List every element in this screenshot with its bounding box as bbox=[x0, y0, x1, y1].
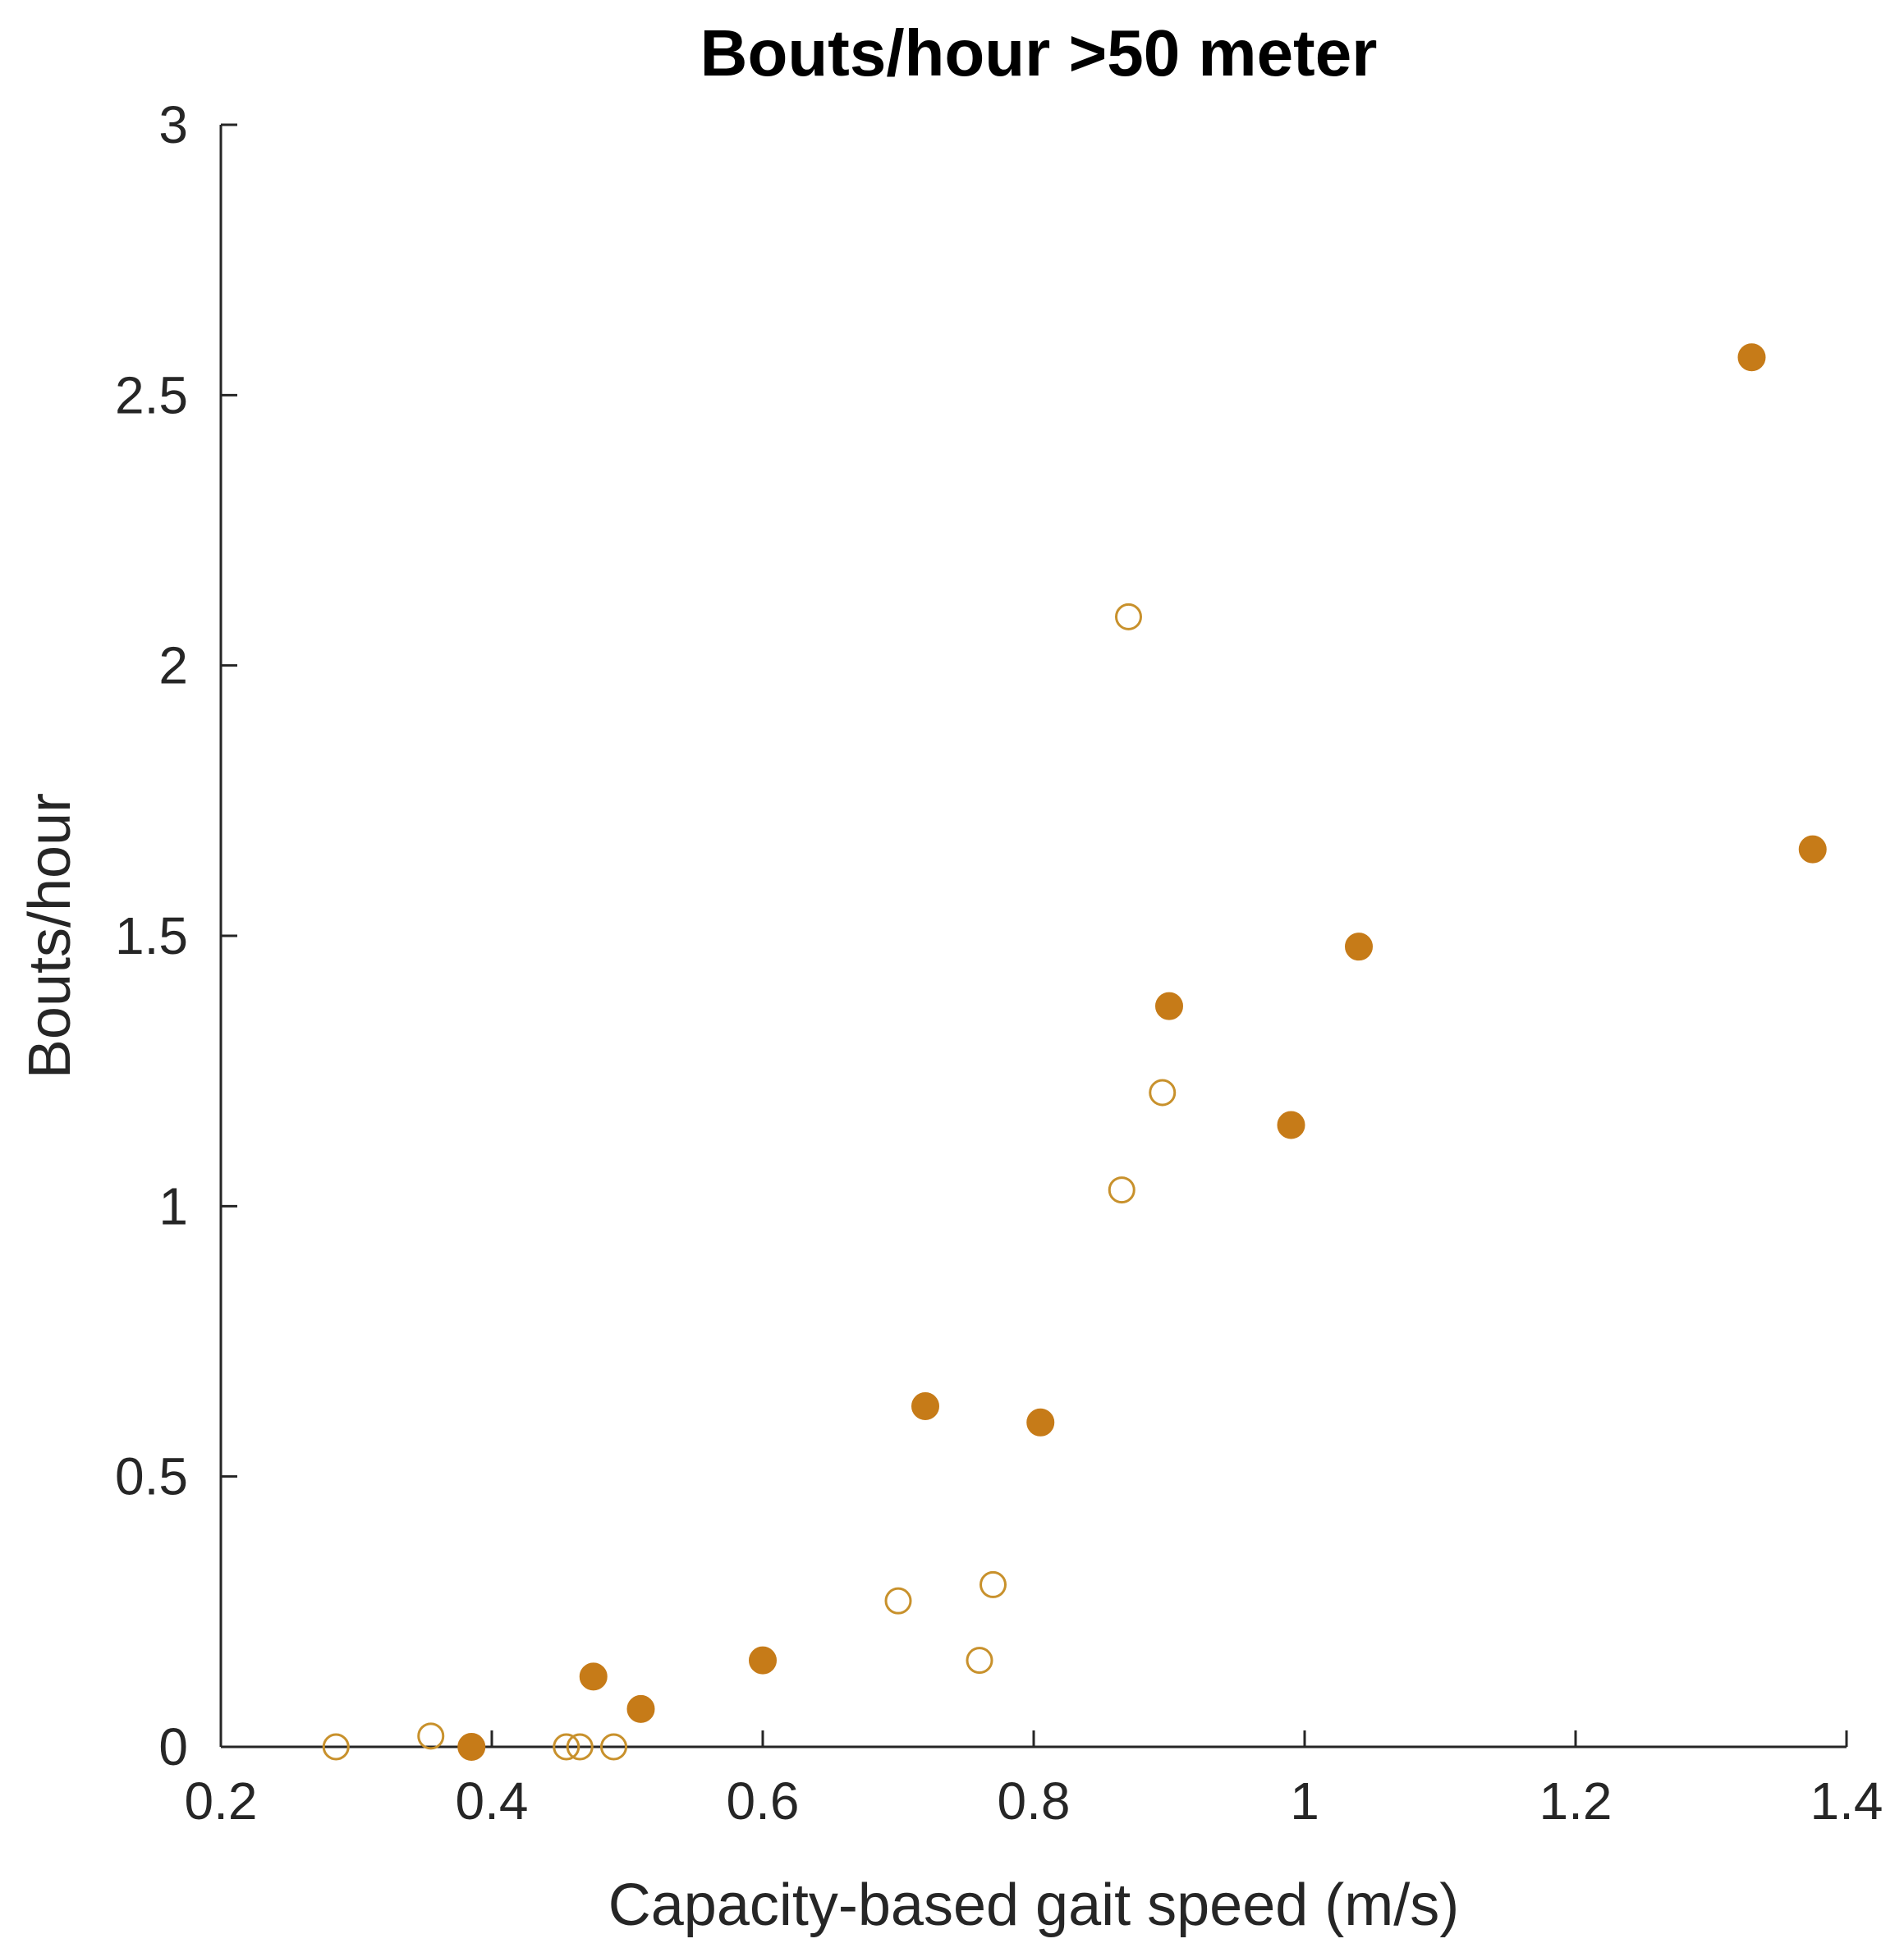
data-point-open bbox=[884, 1587, 912, 1615]
data-point-filled bbox=[457, 1733, 486, 1761]
x-ticks: 0.2 0.4 0.6 0.8 1 1.2 1.4 bbox=[185, 1730, 1883, 1831]
data-point-open bbox=[600, 1733, 627, 1761]
data-point-filled bbox=[1026, 1408, 1055, 1437]
data-point-open bbox=[566, 1733, 594, 1761]
y-tick-label: 2.5 bbox=[115, 365, 188, 424]
y-axis-label: Bouts/hour bbox=[17, 793, 83, 1079]
data-point-filled bbox=[1737, 343, 1766, 372]
data-point-filled bbox=[1155, 992, 1183, 1020]
data-point-filled bbox=[1277, 1111, 1305, 1139]
data-point-open bbox=[417, 1722, 445, 1750]
y-tick-label: 3 bbox=[158, 95, 188, 154]
data-point-open bbox=[966, 1647, 993, 1675]
data-point-filled bbox=[1798, 835, 1827, 864]
axes bbox=[219, 125, 1847, 1748]
data-point-open bbox=[1149, 1079, 1177, 1107]
data-point-open bbox=[980, 1570, 1007, 1598]
data-point-filled bbox=[1345, 933, 1373, 961]
chart-title: Bouts/hour >50 meter bbox=[700, 16, 1378, 89]
data-point-filled bbox=[579, 1662, 608, 1691]
y-tick-label: 0.5 bbox=[115, 1447, 188, 1506]
data-point-filled bbox=[749, 1646, 777, 1675]
data-point-open bbox=[553, 1733, 580, 1761]
data-point-open bbox=[322, 1733, 350, 1761]
x-tick-label: 1 bbox=[1290, 1771, 1319, 1831]
x-tick-label: 0.8 bbox=[998, 1771, 1071, 1831]
x-tick-label: 1.2 bbox=[1539, 1771, 1613, 1831]
data-points bbox=[322, 343, 1827, 1761]
y-ticks: 0 0.5 1 1.5 2 2.5 3 bbox=[115, 95, 237, 1776]
x-tick-label: 0.2 bbox=[185, 1771, 258, 1831]
data-point-open bbox=[1108, 1176, 1136, 1204]
y-tick-label: 1.5 bbox=[115, 906, 188, 965]
x-tick-label: 1.4 bbox=[1810, 1771, 1883, 1831]
y-tick-label: 1 bbox=[158, 1176, 188, 1235]
x-axis-label: Capacity-based gait speed (m/s) bbox=[608, 1872, 1459, 1938]
x-tick-label: 0.6 bbox=[727, 1771, 800, 1831]
y-tick-label: 0 bbox=[158, 1717, 188, 1776]
data-point-filled bbox=[626, 1694, 655, 1723]
x-tick-label: 0.4 bbox=[456, 1771, 529, 1831]
data-point-open bbox=[1115, 603, 1142, 630]
y-tick-label: 2 bbox=[158, 636, 188, 695]
data-point-filled bbox=[911, 1392, 939, 1421]
